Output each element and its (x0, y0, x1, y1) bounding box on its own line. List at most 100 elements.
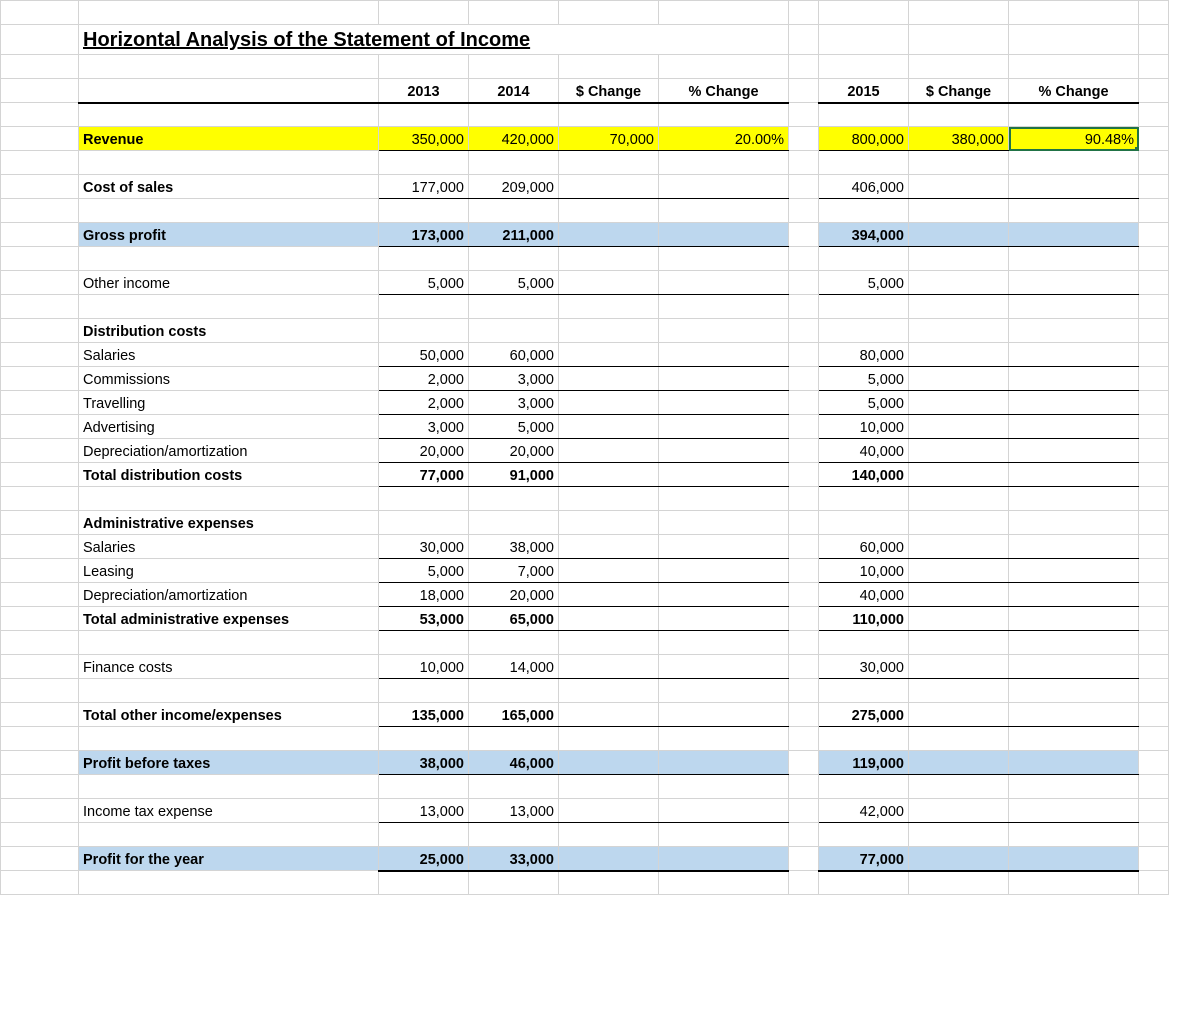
cell[interactable]: 13,000 (379, 799, 469, 823)
cell[interactable]: 40,000 (819, 583, 909, 607)
row-total-other[interactable]: Total other income/expenses 135,000 165,… (1, 703, 1169, 727)
cell[interactable] (659, 223, 789, 247)
cell[interactable] (1009, 655, 1139, 679)
col-pchg1[interactable]: % Change (659, 79, 789, 103)
cell[interactable]: 46,000 (469, 751, 559, 775)
cell[interactable]: 420,000 (469, 127, 559, 151)
cell[interactable] (909, 367, 1009, 391)
cell[interactable] (559, 607, 659, 631)
col-2015[interactable]: 2015 (819, 79, 909, 103)
row-depr-a[interactable]: Depreciation/amortization 18,000 20,000 … (1, 583, 1169, 607)
cell[interactable]: 50,000 (379, 343, 469, 367)
cell[interactable] (1009, 415, 1139, 439)
cell[interactable]: 110,000 (819, 607, 909, 631)
cell[interactable]: 5,000 (469, 415, 559, 439)
cell[interactable] (909, 535, 1009, 559)
cell[interactable] (909, 607, 1009, 631)
cell[interactable] (659, 463, 789, 487)
cell[interactable] (659, 583, 789, 607)
cell[interactable] (659, 175, 789, 199)
cell[interactable]: 77,000 (379, 463, 469, 487)
cell[interactable]: 60,000 (819, 535, 909, 559)
cell[interactable] (559, 175, 659, 199)
cell[interactable] (909, 391, 1009, 415)
cell[interactable]: 20.00% (659, 127, 789, 151)
row-total-admin[interactable]: Total administrative expenses 53,000 65,… (1, 607, 1169, 631)
cell[interactable] (1009, 535, 1139, 559)
cell[interactable] (909, 799, 1009, 823)
cell[interactable] (559, 751, 659, 775)
cell[interactable]: 380,000 (909, 127, 1009, 151)
cell[interactable] (1009, 607, 1139, 631)
cell[interactable] (909, 415, 1009, 439)
cell[interactable] (909, 655, 1009, 679)
row-total-dist[interactable]: Total distribution costs 77,000 91,000 1… (1, 463, 1169, 487)
cell[interactable]: 65,000 (469, 607, 559, 631)
cell[interactable]: 800,000 (819, 127, 909, 151)
cell[interactable] (559, 535, 659, 559)
cell[interactable] (559, 463, 659, 487)
col-dchg1[interactable]: $ Change (559, 79, 659, 103)
cell[interactable] (909, 703, 1009, 727)
cell[interactable] (559, 655, 659, 679)
cell[interactable]: 18,000 (379, 583, 469, 607)
cell[interactable] (659, 415, 789, 439)
cell[interactable]: 14,000 (469, 655, 559, 679)
cell[interactable]: 177,000 (379, 175, 469, 199)
cell[interactable]: 20,000 (379, 439, 469, 463)
cell[interactable]: 10,000 (819, 559, 909, 583)
cell[interactable] (559, 367, 659, 391)
cell[interactable]: 80,000 (819, 343, 909, 367)
cell[interactable] (909, 223, 1009, 247)
cell[interactable]: 70,000 (559, 127, 659, 151)
row-commissions[interactable]: Commissions 2,000 3,000 5,000 (1, 367, 1169, 391)
cell[interactable] (659, 847, 789, 871)
cell[interactable]: 30,000 (379, 535, 469, 559)
cell[interactable]: 25,000 (379, 847, 469, 871)
cell[interactable]: 394,000 (819, 223, 909, 247)
cell[interactable] (559, 223, 659, 247)
cell[interactable] (659, 607, 789, 631)
cell[interactable] (1009, 391, 1139, 415)
cell[interactable]: 77,000 (819, 847, 909, 871)
row-salaries-a[interactable]: Salaries 30,000 38,000 60,000 (1, 535, 1169, 559)
cell[interactable] (909, 751, 1009, 775)
cell[interactable]: 119,000 (819, 751, 909, 775)
cell[interactable] (1009, 175, 1139, 199)
cell[interactable]: 350,000 (379, 127, 469, 151)
cell[interactable] (659, 535, 789, 559)
cell[interactable] (1009, 439, 1139, 463)
cell[interactable] (1009, 223, 1139, 247)
row-other-income[interactable]: Other income 5,000 5,000 5,000 (1, 271, 1169, 295)
cell[interactable]: 5,000 (819, 271, 909, 295)
cell[interactable] (659, 343, 789, 367)
cell[interactable] (659, 271, 789, 295)
cell[interactable]: 13,000 (469, 799, 559, 823)
cell[interactable] (1009, 847, 1139, 871)
cell[interactable]: 3,000 (469, 367, 559, 391)
cell[interactable]: 275,000 (819, 703, 909, 727)
cell[interactable] (559, 583, 659, 607)
cell[interactable] (1009, 559, 1139, 583)
cell[interactable] (659, 799, 789, 823)
cell[interactable] (559, 391, 659, 415)
cell[interactable] (1009, 583, 1139, 607)
row-advertising[interactable]: Advertising 3,000 5,000 10,000 (1, 415, 1169, 439)
cell[interactable] (659, 439, 789, 463)
cell[interactable] (909, 559, 1009, 583)
cell[interactable]: 38,000 (469, 535, 559, 559)
cell[interactable] (559, 271, 659, 295)
cell[interactable] (1009, 799, 1139, 823)
cell[interactable]: 135,000 (379, 703, 469, 727)
cell[interactable] (559, 703, 659, 727)
cell[interactable]: 5,000 (819, 367, 909, 391)
cell[interactable]: 40,000 (819, 439, 909, 463)
cell[interactable]: 30,000 (819, 655, 909, 679)
cell[interactable] (659, 751, 789, 775)
col-2014[interactable]: 2014 (469, 79, 559, 103)
row-revenue[interactable]: Revenue 350,000 420,000 70,000 20.00% 80… (1, 127, 1169, 151)
income-statement-table[interactable]: Horizontal Analysis of the Statement of … (0, 0, 1169, 895)
cell[interactable] (909, 175, 1009, 199)
cell[interactable]: 53,000 (379, 607, 469, 631)
cell[interactable] (659, 559, 789, 583)
